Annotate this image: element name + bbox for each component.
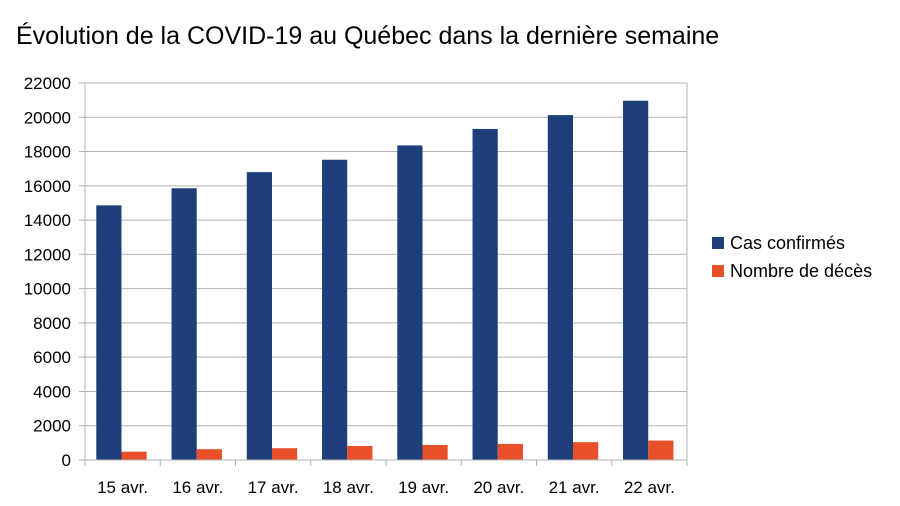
bar-nombre-deces (121, 451, 147, 460)
y-tick-label: 18000 (24, 143, 71, 162)
y-tick-label: 12000 (24, 245, 71, 264)
bars (96, 100, 674, 460)
bar-cas-confirmes (547, 115, 573, 460)
x-tick-labels: 15 avr. 16 avr. 17 avr. 18 avr. 19 avr. 20 av… (97, 478, 675, 497)
bar-cas-confirmes (623, 100, 649, 460)
axes (79, 82, 688, 466)
bar-cas-confirmes (246, 172, 272, 460)
y-tick-label: 6000 (33, 348, 71, 367)
x-tick-label: 22 avr. (624, 478, 675, 497)
y-tick-label: 8000 (33, 314, 71, 333)
bar-cas-confirmes (96, 205, 122, 460)
y-tick-label: 10000 (24, 280, 71, 299)
y-tick-labels: 0 2000 4000 6000 8000 10000 12000 14000 16000 180… (24, 74, 71, 470)
y-tick-label: 14000 (24, 211, 71, 230)
legend-swatch-cases (712, 237, 724, 249)
bar-nombre-deces (648, 440, 674, 460)
y-tick-label: 0 (62, 451, 71, 470)
legend-label-deaths: Nombre de décès (730, 260, 873, 281)
y-tick-label: 4000 (33, 382, 71, 401)
y-tick-label: 20000 (24, 108, 71, 127)
x-tick-label: 20 avr. (473, 478, 524, 497)
x-tick-label: 15 avr. (97, 478, 148, 497)
y-tick-label: 22000 (24, 74, 71, 93)
legend-item-cases: Cas confirmés (712, 229, 872, 257)
bar-cas-confirmes (171, 188, 197, 460)
bar-cas-confirmes (397, 145, 423, 460)
x-tick-label: 18 avr. (323, 478, 374, 497)
bar-cas-confirmes (472, 128, 498, 460)
x-tick-label: 16 avr. (172, 478, 223, 497)
bar-cas-confirmes (322, 159, 348, 460)
x-tick-label: 21 avr. (549, 478, 600, 497)
bar-nombre-deces (422, 444, 448, 460)
bar-nombre-deces (347, 445, 373, 460)
chart-title: Évolution de la COVID-19 au Québec dans … (16, 22, 720, 50)
x-tick-label: 17 avr. (248, 478, 299, 497)
legend-item-deaths: Nombre de décès (712, 257, 872, 285)
legend-swatch-deaths (712, 265, 724, 277)
legend-label-cases: Cas confirmés (730, 232, 846, 253)
x-tick-label: 19 avr. (398, 478, 449, 497)
bar-nombre-deces (572, 442, 599, 460)
y-tick-label: 16000 (24, 177, 71, 196)
y-tick-label: 2000 (33, 417, 71, 436)
bar-nombre-deces (271, 448, 298, 460)
bar-nombre-deces (497, 443, 523, 460)
bar-nombre-deces (196, 449, 222, 460)
legend: Cas confirmés Nombre de décès (712, 229, 872, 285)
